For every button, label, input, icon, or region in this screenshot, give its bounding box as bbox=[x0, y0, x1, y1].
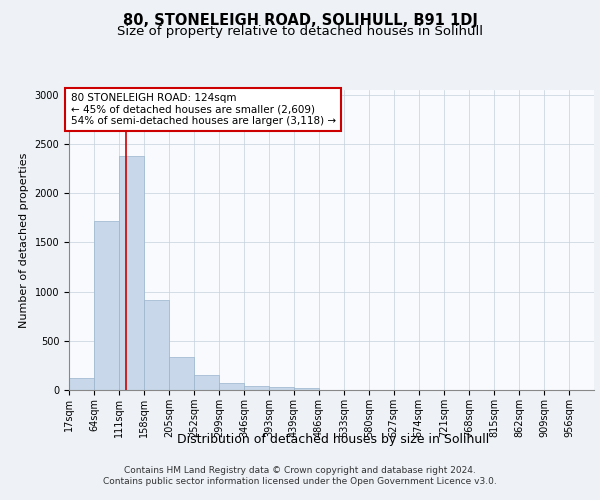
Bar bbox=[194, 375, 219, 390]
Text: Size of property relative to detached houses in Solihull: Size of property relative to detached ho… bbox=[117, 25, 483, 38]
Bar bbox=[144, 300, 169, 390]
Bar bbox=[69, 378, 94, 390]
Bar bbox=[94, 221, 119, 390]
Text: 80, STONELEIGH ROAD, SOLIHULL, B91 1DJ: 80, STONELEIGH ROAD, SOLIHULL, B91 1DJ bbox=[122, 12, 478, 28]
Text: 80 STONELEIGH ROAD: 124sqm
← 45% of detached houses are smaller (2,609)
54% of s: 80 STONELEIGH ROAD: 124sqm ← 45% of deta… bbox=[71, 93, 336, 126]
Text: Contains public sector information licensed under the Open Government Licence v3: Contains public sector information licen… bbox=[103, 478, 497, 486]
Text: Contains HM Land Registry data © Crown copyright and database right 2024.: Contains HM Land Registry data © Crown c… bbox=[124, 466, 476, 475]
Bar bbox=[244, 386, 269, 390]
Text: Distribution of detached houses by size in Solihull: Distribution of detached houses by size … bbox=[177, 432, 489, 446]
Bar bbox=[219, 382, 244, 390]
Bar bbox=[119, 156, 144, 390]
Bar bbox=[269, 387, 293, 390]
Bar bbox=[293, 388, 319, 390]
Bar bbox=[169, 356, 194, 390]
Y-axis label: Number of detached properties: Number of detached properties bbox=[19, 152, 29, 328]
